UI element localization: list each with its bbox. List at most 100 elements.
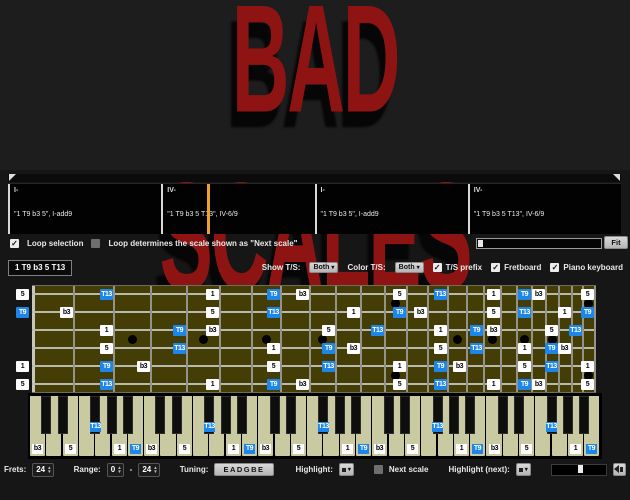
timeline-overview-strip[interactable]	[8, 174, 621, 182]
timeline-scrollbar[interactable]	[476, 238, 602, 249]
piano-key-black[interactable]	[432, 396, 443, 434]
ts-prefix-checkbox[interactable]	[432, 262, 442, 272]
piano-note-marker: 5	[293, 444, 304, 454]
piano-keyboard[interactable]: b3 5 1 T9 b3 5 1 T9 b3 5 1 T9 b3 5 1 T9 b3 5 1 T9 T13 T13 T13 T…	[28, 393, 602, 459]
piano-key-black[interactable]	[269, 396, 280, 434]
piano-keyboard-checkbox[interactable]	[550, 262, 560, 272]
piano-key-black[interactable]	[514, 396, 524, 434]
stepper-arrows-icon[interactable]: ▲ ▼	[153, 465, 158, 474]
piano-key-black[interactable]	[546, 396, 557, 434]
note-marker: 5	[322, 325, 335, 336]
chord-timeline[interactable]: I- "1 T9 b3 5", I-add9 IV- "1 T9 b3 5 T13",…	[8, 183, 621, 234]
piano-note-marker: T13	[432, 422, 443, 432]
piano-key-black[interactable]	[122, 396, 133, 434]
note-marker: 1	[206, 379, 219, 390]
fretboard-checkbox[interactable]	[491, 262, 501, 272]
range-dash: -	[129, 465, 133, 474]
piano-key-black[interactable]	[41, 396, 52, 434]
piano-key-black[interactable]	[465, 396, 476, 434]
timeline-cell[interactable]: IV- "1 T9 b3 5 T13", IV-6/9	[467, 184, 621, 234]
piano-key-black[interactable]	[448, 396, 459, 434]
piano-key-black[interactable]	[351, 396, 361, 434]
piano-key-black[interactable]	[236, 396, 247, 434]
piano-note-marker: T13	[90, 422, 101, 432]
note-marker: 1	[347, 307, 360, 318]
playhead[interactable]	[207, 184, 210, 234]
fret-line	[251, 286, 253, 392]
note-marker: T13	[173, 343, 186, 354]
overview-left-handle-icon[interactable]	[9, 174, 16, 181]
loop-selection-checkbox[interactable]	[10, 239, 19, 248]
fretboard[interactable]: 5 T13 1 T9 b3 5 T13 1 T9 b3 5 T9 b3 5 T13 1 T9 b3 5 T13 1 T9 1…	[16, 285, 596, 393]
fit-button[interactable]: Fit	[604, 236, 628, 249]
loop-determines-label: Loop determines the scale shown as "Next…	[108, 239, 298, 248]
fret-line	[571, 286, 573, 392]
inlay-dot	[391, 299, 400, 308]
piano-key-black[interactable]	[220, 396, 231, 434]
chevron-down-icon: ▾	[331, 264, 335, 271]
stepper-arrows-icon[interactable]: ▲ ▼	[47, 465, 52, 474]
piano-key-black[interactable]	[204, 396, 215, 434]
timeline-cell-numeral: IV-	[473, 187, 483, 194]
tuning-button[interactable]: EADGBE	[214, 463, 274, 476]
piano-key-black[interactable]	[399, 396, 410, 434]
note-marker: 1	[487, 379, 500, 390]
timeline-cell[interactable]: I- "1 T9 b3 5", I-add9	[8, 184, 161, 234]
fret-line	[594, 286, 596, 392]
overview-right-handle-icon[interactable]	[613, 174, 620, 181]
fret-line	[219, 286, 221, 392]
stepper-arrows-icon[interactable]: ▲ ▼	[117, 465, 122, 474]
next-scale-checkbox[interactable]	[373, 465, 383, 474]
note-marker: 1	[518, 343, 531, 354]
note-marker: T9	[173, 325, 186, 336]
piano-note-marker: 5	[407, 444, 418, 454]
piano-key-black[interactable]	[57, 396, 68, 434]
highlight-select[interactable]: ▾	[338, 463, 354, 476]
volume-slider-thumb[interactable]	[578, 464, 583, 473]
timeline-cell[interactable]: IV- "1 T9 b3 5 T13", IV-6/9	[161, 184, 314, 234]
note-marker: b3	[453, 361, 466, 372]
piano-note-marker: b3	[374, 444, 385, 454]
piano-note-marker: 1	[228, 444, 239, 454]
volume-slider[interactable]	[551, 463, 607, 476]
timeline-scrollbar-thumb[interactable]	[478, 240, 483, 247]
color-ts-label: Color T/S:	[347, 262, 386, 272]
note-marker: T13	[322, 361, 335, 372]
timeline-cell[interactable]: I- "1 T9 b3 5", I-add9	[314, 184, 468, 234]
note-marker: b3	[414, 307, 427, 318]
piano-key-black[interactable]	[285, 396, 296, 434]
piano-key-black[interactable]	[318, 396, 329, 434]
inlay-dot	[548, 335, 557, 344]
inlay-dot	[262, 335, 271, 344]
frets-stepper[interactable]: 24 ▲ ▼	[32, 462, 54, 477]
loop-determines-checkbox[interactable]	[91, 239, 101, 248]
note-marker: b3	[487, 325, 500, 336]
chevron-down-icon: ▾	[416, 264, 420, 271]
piano-key-black[interactable]	[106, 396, 117, 434]
piano-key-black[interactable]	[90, 396, 101, 434]
inlay-dot	[584, 299, 593, 308]
view-options-row: Show T/S: Both▾ Color T/S: Both▾ T/S pre…	[262, 259, 623, 275]
piano-key-black[interactable]	[497, 396, 508, 434]
piano-key-black[interactable]	[579, 396, 590, 434]
piano-key-black[interactable]	[155, 396, 166, 434]
note-marker: 1	[581, 361, 594, 372]
fret-line	[516, 286, 518, 392]
range-from-stepper[interactable]: 0 ▲ ▼	[106, 462, 124, 477]
timeline-cell-scale: "1 T9 b3 5 T13", IV-6/9	[473, 211, 545, 218]
piano-note-marker: T9	[244, 444, 255, 454]
show-ts-select[interactable]: Both ▾	[309, 261, 339, 273]
highlight-next-label: Highlight (next):	[448, 465, 510, 474]
piano-key-black[interactable]	[562, 396, 573, 434]
inlay-dot	[391, 371, 400, 380]
highlight-next-select[interactable]: ▾	[515, 463, 531, 476]
piano-key-black[interactable]	[334, 396, 345, 434]
audio-button[interactable]	[613, 463, 626, 476]
piano-key-black[interactable]	[383, 396, 394, 434]
show-ts-label: Show T/S:	[261, 262, 301, 272]
color-ts-select[interactable]: Both ▾	[394, 261, 424, 273]
note-marker: 5	[16, 289, 29, 300]
fret-line	[558, 286, 560, 392]
piano-key-black[interactable]	[171, 396, 182, 434]
range-to-stepper[interactable]: 24 ▲ ▼	[138, 462, 160, 477]
